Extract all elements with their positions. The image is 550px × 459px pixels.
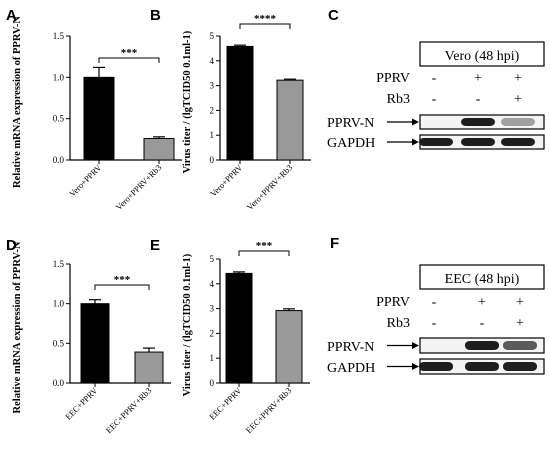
protein-band <box>419 138 453 146</box>
treatment-mark: - <box>432 92 437 107</box>
significance-bracket <box>239 23 291 29</box>
protein-band <box>501 118 535 126</box>
treatment-mark: - <box>476 92 481 107</box>
band-arrow-head <box>412 342 419 349</box>
y-tick-label: 1.5 <box>53 31 65 41</box>
y-tick-label: 3 <box>210 304 215 314</box>
y-tick-label: 3 <box>210 81 215 91</box>
y-axis-title: Relative mRNA expression of PPRV-N <box>12 16 23 188</box>
blot-title: Vero (48 hpi) <box>445 49 520 64</box>
treatment-mark: + <box>516 295 524 310</box>
category-label: Vero+PPRV+Rb3 <box>245 162 295 212</box>
treatment-mark: - <box>432 71 437 86</box>
bar-chart-a: 0.0 0.5 1.0 1.5 Relative mRNA expression of … <box>12 16 182 212</box>
y-axis-title: Virus titer / (lgTCID50 0.1ml-1) <box>182 30 193 173</box>
blot-title-box <box>419 264 545 290</box>
category-label: EEC+PPRV+Rb3 <box>104 385 154 435</box>
category-label: Vero+PPRV <box>208 162 245 199</box>
treatment-mark: + <box>514 71 522 86</box>
panel-letter-f: F <box>330 235 339 252</box>
treatment-mark: + <box>514 92 522 107</box>
y-tick-label: 0 <box>210 378 215 388</box>
bar <box>275 310 303 384</box>
y-tick-label: 0.0 <box>53 155 65 165</box>
treatment-mark: - <box>432 295 437 310</box>
treatment-mark: + <box>474 71 482 86</box>
category-label: EEC+PPRV <box>207 385 244 422</box>
protein-band <box>461 118 495 126</box>
protein-band <box>503 341 537 350</box>
panel-letter-a: A <box>6 7 17 24</box>
bar-chart-b: 0 1 2 3 4 5 Virus titer / (lgTCID50 0.1ml-1) Ve… <box>182 13 311 212</box>
band-label: GAPDH <box>327 361 375 376</box>
western-blot-c: Vero (48 hpi) PPRV - + + Rb3 - - + PPRV-N GAPDH <box>327 41 545 151</box>
panel-letter-b: B <box>150 7 161 24</box>
protein-band <box>461 138 495 146</box>
band-arrow-head <box>412 118 419 126</box>
panel-letter-c: C <box>328 7 339 24</box>
category-label: EEC+PPRV <box>63 385 100 422</box>
treatment-label: PPRV <box>376 71 410 86</box>
band-label: PPRV-N <box>327 340 374 355</box>
treatment-label: Rb3 <box>387 316 410 331</box>
protein-band <box>465 341 499 350</box>
protein-band <box>503 362 537 371</box>
y-tick-label: 0.5 <box>53 338 65 348</box>
bar <box>83 76 115 161</box>
y-axis-title: Virus titer / (lgTCID50 0.1ml-1) <box>182 253 193 396</box>
bar-chart-e: 0 1 2 3 4 5 Virus titer / (lgTCID50 0.1ml-1) EE… <box>182 240 310 435</box>
category-label: EEC+PPRV+Rb3 <box>244 385 294 435</box>
band-label: GAPDH <box>327 136 375 151</box>
bar <box>80 303 110 384</box>
y-tick-label: 2 <box>210 105 215 115</box>
band-arrow-head <box>412 138 419 146</box>
significance-bracket <box>238 250 290 256</box>
significance-bracket <box>94 284 150 290</box>
y-tick-label: 4 <box>210 279 215 289</box>
category-label: Vero+PPRV <box>67 162 104 199</box>
panel-letter-e: E <box>150 237 160 254</box>
bar <box>134 351 164 384</box>
bar <box>226 45 254 161</box>
y-tick-label: 1.5 <box>53 259 65 269</box>
significance-label: *** <box>256 240 273 252</box>
protein-band <box>419 362 453 371</box>
bar <box>225 272 253 384</box>
y-axis-title: Relative mRNA expression of PPRV-N <box>12 241 23 413</box>
significance-label: *** <box>114 274 131 286</box>
treatment-label: PPRV <box>376 295 410 310</box>
bar <box>143 138 175 161</box>
y-tick-label: 1.0 <box>53 299 65 309</box>
treatment-mark: + <box>478 295 486 310</box>
category-label: Vero+PPRV+Rb3 <box>114 162 164 212</box>
band-label: PPRV-N <box>327 116 374 131</box>
protein-band <box>501 138 535 146</box>
y-tick-label: 0.0 <box>53 378 65 388</box>
treatment-mark: - <box>480 316 485 331</box>
protein-band <box>465 362 499 371</box>
treatment-mark: - <box>432 316 437 331</box>
panel-letter-d: D <box>6 237 17 254</box>
y-tick-label: 1 <box>210 130 215 140</box>
significance-bracket <box>98 57 160 63</box>
significance-label: *** <box>121 47 138 59</box>
blot-title: EEC (48 hpi) <box>445 272 520 287</box>
y-tick-label: 5 <box>210 31 215 41</box>
treatment-mark: + <box>516 316 524 331</box>
significance-label: **** <box>254 13 277 25</box>
y-tick-label: 4 <box>210 56 215 66</box>
y-tick-label: 2 <box>210 328 215 338</box>
y-tick-label: 1 <box>210 353 215 363</box>
y-tick-label: 0.5 <box>53 114 65 124</box>
bar <box>276 79 304 161</box>
band-arrow-head <box>412 363 419 370</box>
y-tick-label: 0 <box>210 155 215 165</box>
bar-chart-d: 0.0 0.5 1.0 1.5 Relative mRNA expression of … <box>12 241 171 435</box>
blot-title-box <box>419 41 545 67</box>
western-blot-f: EEC (48 hpi) PPRV - + + Rb3 - - + PPRV-N GAPDH <box>327 264 545 376</box>
y-tick-label: 5 <box>210 254 215 264</box>
treatment-label: Rb3 <box>387 92 410 107</box>
y-tick-label: 1.0 <box>53 72 65 82</box>
